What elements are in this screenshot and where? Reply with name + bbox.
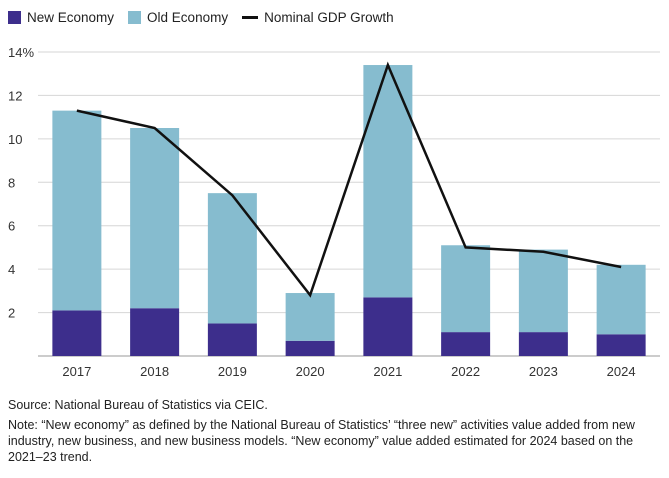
y-tick-label-4: 4 [8,262,15,277]
bar-old-economy-2017 [52,110,102,311]
y-tick-label-6: 6 [8,219,15,234]
bar-new-economy-2023 [518,332,568,356]
bar-old-economy-2019 [207,193,257,324]
y-tick-label-14: 14% [8,45,34,60]
legend-label-new-economy: New Economy [27,9,115,25]
legend-swatch-old-economy [128,10,142,24]
y-tick-label-2: 2 [8,306,15,321]
legend-item-nominal-gdp-growth: Nominal GDP Growth [242,10,394,25]
y-tick-label-12: 12 [8,88,22,103]
legend-swatch-new-economy [8,10,21,24]
bar-new-economy-2020 [285,340,335,356]
note-text: Note: “New economy” as defined by the Na… [8,418,635,464]
y-tick-label-8: 8 [8,175,15,190]
x-tick-label-2018: 2018 [140,364,169,379]
x-tick-label-2021: 2021 [373,364,402,379]
y-tick-label-10: 10 [8,132,22,147]
legend-label-old-economy: Old Economy [147,9,229,25]
bar-old-economy-2018 [130,128,180,309]
legend-label-nominal-gdp-growth: Nominal GDP Growth [264,9,394,25]
bar-old-economy-2024 [596,264,646,335]
legend: New Economy Old Economy Nominal GDP Grow… [8,8,408,26]
line-nominal-gdp-growth [76,61,622,298]
x-tick-label-2017: 2017 [62,364,91,379]
bar-new-economy-2022 [441,332,491,356]
bar-new-economy-2024 [596,334,646,356]
bar-old-economy-2020 [285,293,335,341]
chart: 2 4 6 8 10 12 14% 2017 2018 2019 2020 2021 2022 2023… [8,45,660,379]
legend-item-new-economy: New Economy [8,10,114,25]
source-text: Source: National Bureau of Statistics vi… [8,398,268,412]
x-tick-label-2020: 2020 [296,364,325,379]
bar-old-economy-2021 [363,65,413,298]
x-tick-label-2023: 2023 [529,364,558,379]
bar-new-economy-2021 [363,297,413,356]
bar-old-economy-2022 [441,245,491,333]
legend-swatch-nominal-gdp-growth [242,15,259,19]
bar-new-economy-2017 [52,310,102,356]
bar-new-economy-2018 [130,308,180,356]
x-tick-label-2022: 2022 [451,364,480,379]
bar-new-economy-2019 [207,323,257,356]
bar-old-economy-2023 [518,249,568,333]
x-tick-label-2024: 2024 [607,364,636,379]
x-tick-label-2019: 2019 [218,364,247,379]
legend-item-old-economy: Old Economy [128,10,228,25]
